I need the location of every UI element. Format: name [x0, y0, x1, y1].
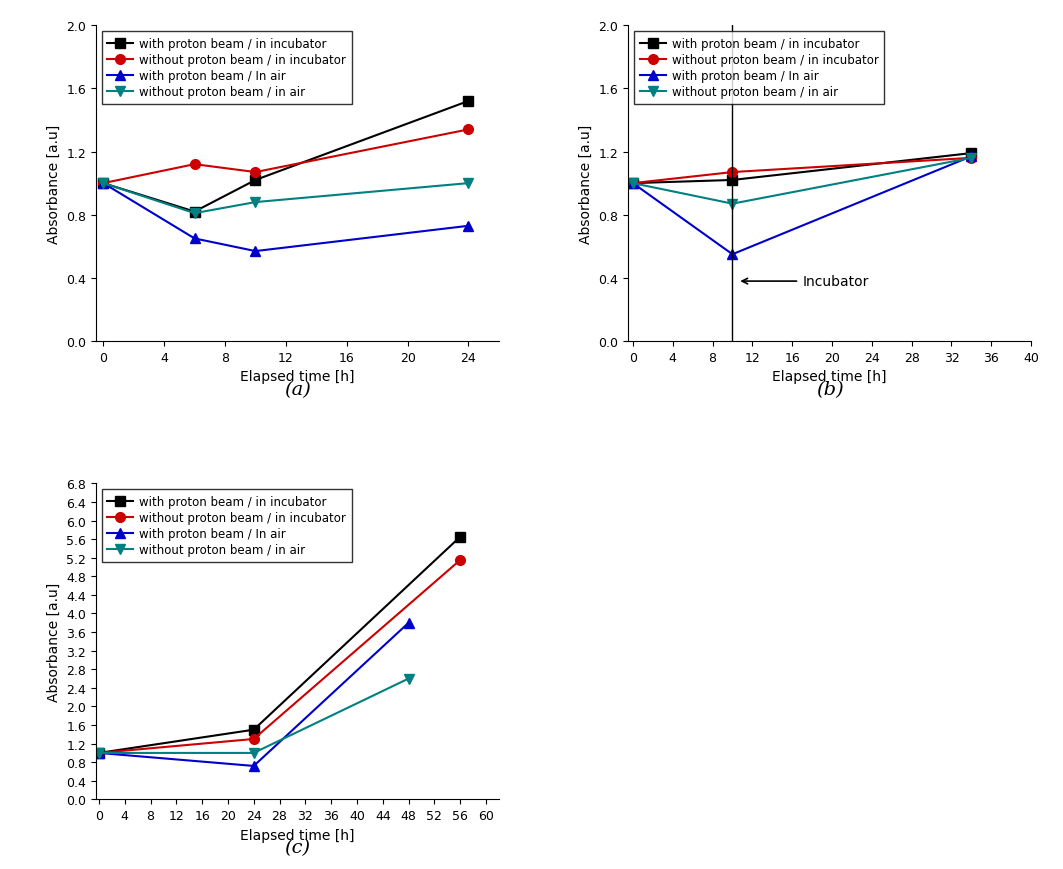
with proton beam / in incubator: [462, 96, 475, 107]
with proton beam / In air: [92, 748, 105, 759]
Line: with proton beam / In air: with proton beam / In air: [628, 152, 976, 260]
without proton beam / in incubator: [249, 168, 261, 178]
without proton beam / in air: [188, 209, 201, 219]
Line: with proton beam / in incubator: with proton beam / in incubator: [94, 533, 465, 758]
Y-axis label: Absorbance [a.u]: Absorbance [a.u]: [47, 124, 61, 243]
with proton beam / in incubator: [188, 207, 201, 217]
with proton beam / in incubator: [97, 179, 109, 189]
without proton beam / in incubator: [726, 168, 739, 178]
without proton beam / in air: [97, 179, 109, 189]
X-axis label: Elapsed time [h]: Elapsed time [h]: [772, 370, 887, 384]
X-axis label: Elapsed time [h]: Elapsed time [h]: [240, 828, 355, 842]
with proton beam / In air: [402, 618, 415, 628]
with proton beam / In air: [626, 179, 639, 189]
without proton beam / in incubator: [97, 179, 109, 189]
without proton beam / in air: [462, 179, 475, 189]
Line: without proton beam / in incubator: without proton beam / in incubator: [94, 555, 465, 758]
Legend: with proton beam / in incubator, without proton beam / in incubator, with proton: with proton beam / in incubator, without…: [102, 490, 352, 562]
Line: without proton beam / in air: without proton beam / in air: [99, 179, 473, 219]
without proton beam / in incubator: [188, 160, 201, 170]
with proton beam / In air: [965, 152, 978, 163]
Line: with proton beam / in incubator: with proton beam / in incubator: [99, 97, 473, 217]
Line: without proton beam / in air: without proton beam / in air: [628, 154, 976, 209]
without proton beam / in incubator: [626, 179, 639, 189]
with proton beam / in incubator: [454, 532, 467, 542]
with proton beam / In air: [249, 247, 261, 257]
with proton beam / in incubator: [626, 179, 639, 189]
with proton beam / in incubator: [726, 176, 739, 186]
with proton beam / In air: [248, 761, 260, 772]
with proton beam / In air: [188, 234, 201, 244]
without proton beam / in air: [248, 748, 260, 759]
Text: Incubator: Incubator: [742, 275, 868, 289]
with proton beam / In air: [97, 179, 109, 189]
with proton beam / In air: [726, 249, 739, 260]
with proton beam / in incubator: [248, 725, 260, 735]
with proton beam / in incubator: [249, 176, 261, 186]
without proton beam / in air: [92, 748, 105, 759]
without proton beam / in incubator: [92, 748, 105, 759]
without proton beam / in incubator: [965, 154, 978, 164]
without proton beam / in air: [402, 673, 415, 684]
Legend: with proton beam / in incubator, without proton beam / in incubator, with proton: with proton beam / in incubator, without…: [634, 32, 884, 104]
Legend: with proton beam / in incubator, without proton beam / in incubator, with proton: with proton beam / in incubator, without…: [102, 32, 352, 104]
without proton beam / in incubator: [454, 555, 467, 566]
Line: with proton beam / in incubator: with proton beam / in incubator: [628, 149, 976, 189]
Line: with proton beam / In air: with proton beam / In air: [94, 618, 414, 771]
without proton beam / in incubator: [248, 734, 260, 745]
without proton beam / in air: [626, 179, 639, 189]
without proton beam / in air: [965, 154, 978, 164]
Text: (a): (a): [284, 381, 310, 399]
without proton beam / in air: [726, 199, 739, 209]
without proton beam / in air: [249, 197, 261, 208]
Line: without proton beam / in incubator: without proton beam / in incubator: [99, 125, 473, 189]
Text: (c): (c): [284, 839, 310, 857]
without proton beam / in incubator: [462, 125, 475, 136]
Y-axis label: Absorbance [a.u]: Absorbance [a.u]: [47, 582, 61, 701]
Line: with proton beam / In air: with proton beam / In air: [99, 179, 473, 256]
with proton beam / in incubator: [965, 149, 978, 159]
Y-axis label: Absorbance [a.u]: Absorbance [a.u]: [578, 124, 593, 243]
Line: without proton beam / in air: without proton beam / in air: [94, 674, 414, 758]
with proton beam / In air: [462, 222, 475, 232]
Line: without proton beam / in incubator: without proton beam / in incubator: [628, 154, 976, 189]
with proton beam / in incubator: [92, 748, 105, 759]
X-axis label: Elapsed time [h]: Elapsed time [h]: [240, 370, 355, 384]
Text: (b): (b): [815, 381, 843, 399]
